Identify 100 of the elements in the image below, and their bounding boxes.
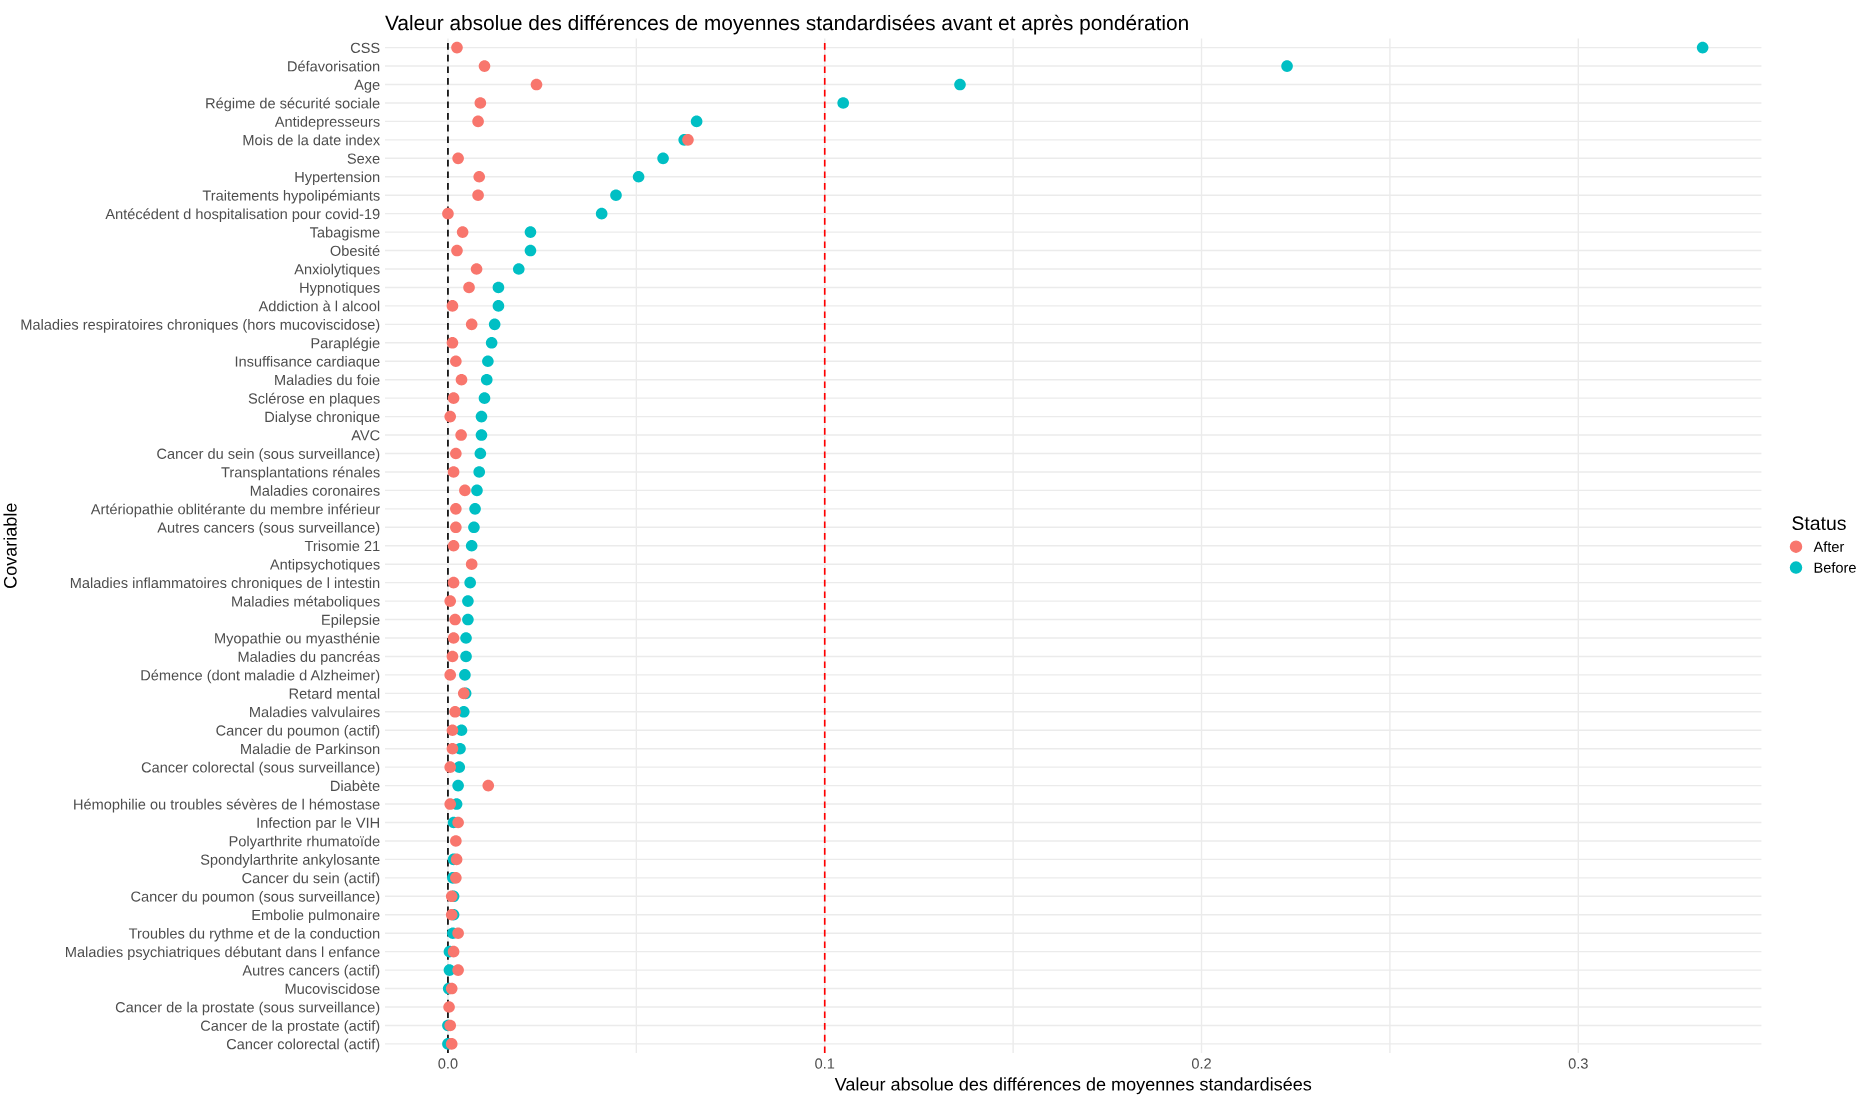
point xyxy=(632,170,645,183)
y-tick-label: Paraplégie xyxy=(311,337,380,352)
point xyxy=(455,373,468,386)
point xyxy=(470,263,483,275)
y-tick-label: Antécédent d hospitalisation pour covid-19 xyxy=(105,208,380,223)
legend-label: After xyxy=(1813,541,1845,552)
point xyxy=(463,281,475,294)
y-tick-label: Maladies valvulaires xyxy=(250,706,380,718)
y-tick-label: Maladies respiratoires chroniques (hors mucoviscidose) xyxy=(21,319,380,333)
point xyxy=(524,244,537,257)
y-tick-label: Cancer de la prostate (actif) xyxy=(200,1020,380,1034)
point xyxy=(1696,41,1709,54)
point xyxy=(595,207,608,220)
point xyxy=(478,60,491,72)
point xyxy=(444,410,457,423)
point xyxy=(492,300,505,312)
point xyxy=(460,632,472,644)
y-tick-label: CSS xyxy=(350,42,380,54)
point xyxy=(447,466,460,478)
point xyxy=(478,392,491,404)
y-tick-label: Antipsychotiques xyxy=(269,558,380,573)
point xyxy=(444,798,457,810)
y-tick-label: Maladies inflammatoires chroniques de l intestin xyxy=(70,577,380,591)
point xyxy=(459,484,471,497)
chart-title: Valeur absolue des différences de moyennes standardisées avant et après pondération xyxy=(385,14,1188,35)
point xyxy=(488,318,501,331)
point xyxy=(690,115,703,128)
y-tick-label: Infection par le VIH xyxy=(257,817,379,831)
point xyxy=(450,521,462,534)
y-tick-label: Diabète xyxy=(331,780,380,792)
point xyxy=(492,281,505,294)
point xyxy=(460,650,472,663)
x-tick-label: 0.3 xyxy=(1568,1058,1588,1069)
point xyxy=(443,1001,455,1013)
point xyxy=(446,742,459,755)
point xyxy=(462,595,474,607)
point xyxy=(482,779,495,792)
y-tick-label: Epilepsie xyxy=(322,614,380,628)
y-tick-label: Cancer du poumon (actif) xyxy=(216,724,380,739)
point xyxy=(475,410,488,423)
point xyxy=(471,484,483,497)
y-tick-label: Cancer du poumon (sous surveillance) xyxy=(131,891,380,905)
point xyxy=(450,355,462,368)
point xyxy=(512,263,525,275)
x-axis-title: Valeur absolue des différences de moyennes standardisées xyxy=(834,1077,1312,1095)
y-tick-label: Cancer colorectal (sous surveillance) xyxy=(141,761,380,776)
point xyxy=(482,355,494,368)
y-tick-label: Maladies du foie xyxy=(275,374,380,386)
y-tick-label: Anxiolytiques xyxy=(294,263,380,278)
y-tick-label: Obesité xyxy=(330,245,380,256)
y-tick-label: Cancer de la prostate (sous surveillance) xyxy=(115,1001,380,1016)
point xyxy=(446,724,459,737)
y-tick-label: Maladie de Parkinson xyxy=(241,743,380,755)
point xyxy=(444,761,457,773)
y-tick-label: Dialyse chronique xyxy=(265,411,380,425)
point xyxy=(657,152,669,165)
y-tick-label: Polyarthrite rhumatoïde xyxy=(229,835,380,850)
point xyxy=(449,705,461,718)
x-tick-label: 0.1 xyxy=(815,1058,835,1069)
legend-title: Status xyxy=(1792,516,1846,531)
y-tick-label: Troubles du rythme et de la conduction xyxy=(128,927,380,942)
y-tick-label: Antidepresseurs xyxy=(274,116,380,130)
point xyxy=(456,226,469,238)
point xyxy=(472,189,484,202)
y-tick-label: Cancer du sein (sous surveillance) xyxy=(157,448,380,462)
y-tick-label: Sclérose en plaques xyxy=(248,392,380,407)
point xyxy=(465,318,478,331)
y-tick-label: Sexe xyxy=(347,153,380,164)
y-tick-label: Spondylarthrite ankylosante xyxy=(200,854,380,868)
point xyxy=(474,447,487,460)
point xyxy=(472,115,484,128)
y-tick-label: Addiction à l alcool xyxy=(258,300,380,312)
y-tick-label: Autres cancers (sous surveillance) xyxy=(157,522,380,536)
y-tick-label: Trisomie 21 xyxy=(304,540,380,552)
point xyxy=(475,429,488,441)
y-tick-label: Traitements hypolipémiants xyxy=(202,189,380,204)
y-tick-label: Maladies métaboliques xyxy=(232,595,380,610)
point xyxy=(444,595,457,607)
y-tick-label: Maladies du pancréas xyxy=(238,651,380,665)
y-tick-label: Tabagisme xyxy=(309,226,380,241)
point xyxy=(447,945,460,958)
y-tick-label: Retard mental xyxy=(289,688,380,699)
point xyxy=(524,226,537,238)
point xyxy=(442,207,454,220)
point xyxy=(480,373,493,386)
y-tick-label: Mucoviscidose xyxy=(285,983,380,994)
point xyxy=(465,539,478,552)
point xyxy=(450,503,462,515)
point xyxy=(452,964,464,976)
y-tick-label: Maladies psychiatriques débutant dans l enfance xyxy=(66,946,380,961)
x-tick-label: 0.2 xyxy=(1191,1058,1211,1069)
y-axis-title: Covariable xyxy=(3,503,17,588)
y-tick-label: Démence (dont maladie d Alzheimer) xyxy=(141,669,380,684)
point xyxy=(452,927,464,940)
y-tick-label: Hypertension xyxy=(295,171,380,186)
y-tick-label: Transplantations rénales xyxy=(221,466,380,481)
point xyxy=(837,97,849,109)
point xyxy=(446,337,459,349)
point xyxy=(449,613,461,626)
point xyxy=(447,576,460,589)
